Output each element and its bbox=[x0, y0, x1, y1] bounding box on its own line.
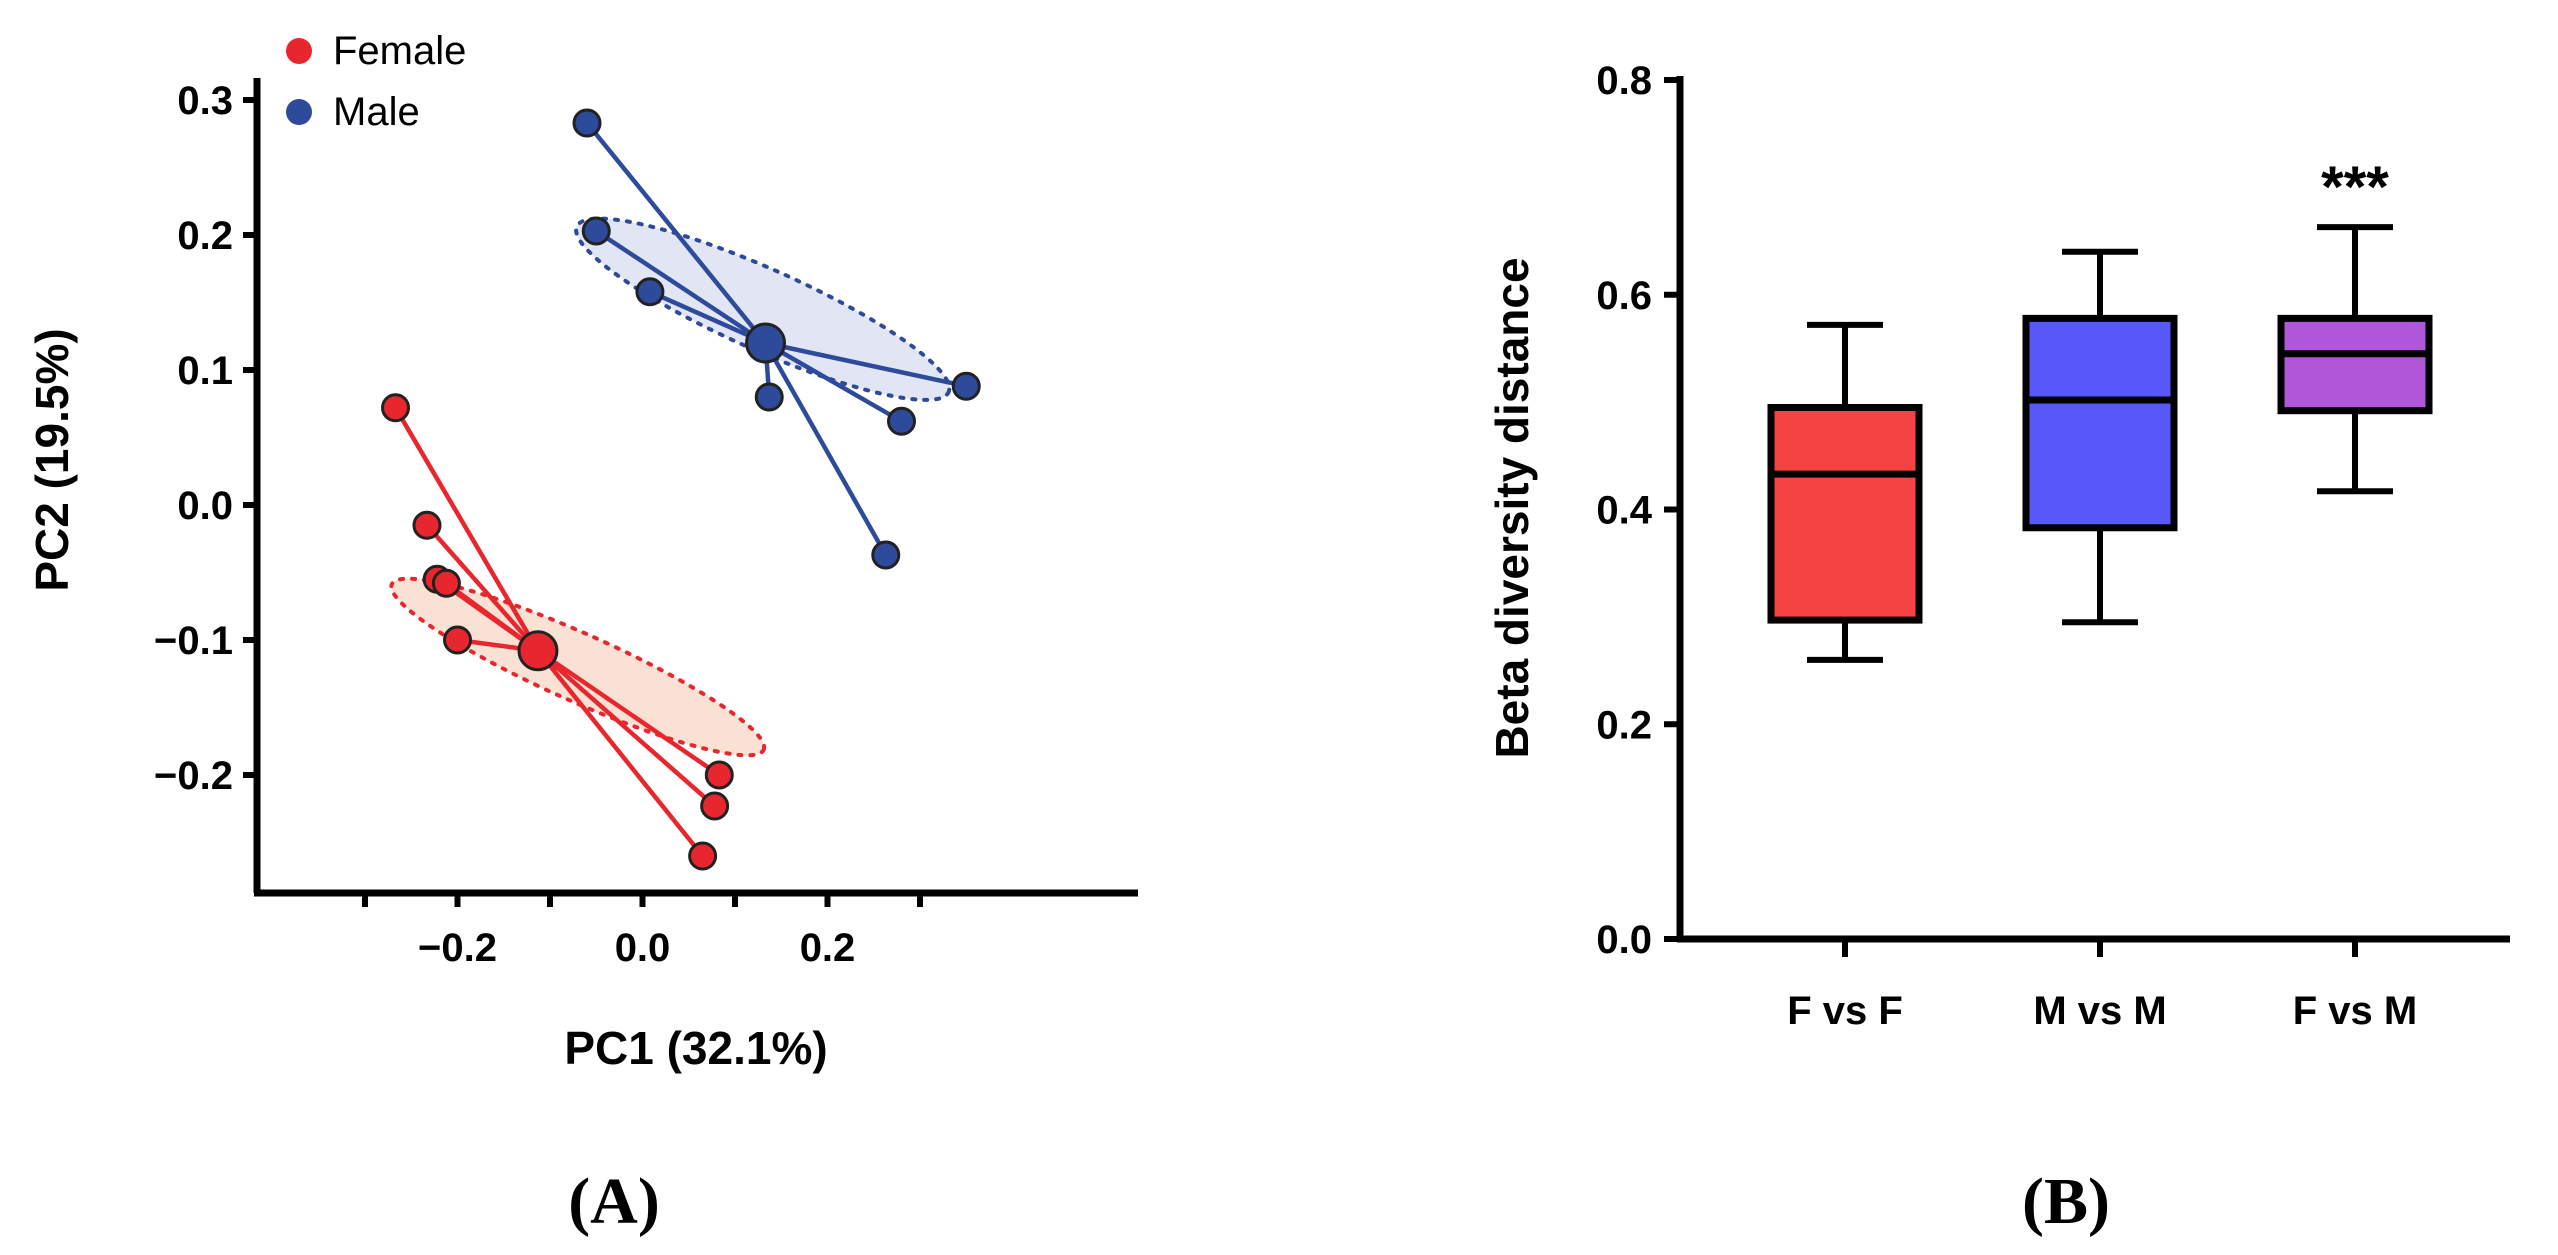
f-vs-m-significance-label: *** bbox=[2321, 155, 2389, 220]
sample-points bbox=[381, 108, 981, 871]
female-sample-point bbox=[700, 791, 730, 821]
panel-a-label: (A) bbox=[568, 1165, 660, 1238]
f-vs-m-iqr-box bbox=[2277, 314, 2433, 415]
female-sample-point bbox=[412, 510, 442, 540]
male-spoke-line bbox=[764, 341, 903, 424]
female-spoke-line bbox=[393, 406, 540, 652]
female-sample-point bbox=[704, 760, 734, 790]
pca-y-axis-label: PC2 (19.5%) bbox=[26, 328, 78, 591]
box-y-tick-label: 0.2 bbox=[1596, 703, 1652, 747]
male-spoke-line bbox=[595, 229, 767, 345]
box-y-tick-label: 0.4 bbox=[1596, 489, 1652, 533]
pca-y-tick-label: 0.3 bbox=[177, 79, 233, 123]
female-spoke-line bbox=[536, 649, 717, 808]
box-y-tick-label: 0.8 bbox=[1596, 59, 1652, 103]
male-sample-point bbox=[635, 277, 665, 307]
pca-y-tick-label: −0.1 bbox=[154, 619, 233, 663]
panel-b-label: (B) bbox=[2022, 1165, 2110, 1238]
boxplots: *** bbox=[1767, 155, 2433, 663]
male-confidence-ellipse bbox=[574, 216, 952, 402]
male-spoke-line bbox=[585, 121, 768, 345]
female-spoke-line bbox=[536, 649, 705, 858]
box-x-tick-label: F vs F bbox=[1787, 989, 1903, 1033]
female-spoke-line bbox=[425, 523, 540, 653]
male-sample-point bbox=[887, 406, 916, 436]
legend-female-label: Female bbox=[333, 29, 466, 73]
legend-male-marker bbox=[286, 99, 312, 125]
male-centroid-point bbox=[745, 322, 787, 364]
male-sample-point bbox=[754, 382, 784, 412]
confidence-ellipses bbox=[389, 216, 952, 758]
female-sample-point bbox=[688, 841, 718, 871]
beta-diversity-panel: *** 0.0 0.2 0.4 0.6 0.8 F vs F M vs M F vs M B… bbox=[1486, 59, 2510, 1238]
pca-x-tick-label: −0.2 bbox=[418, 926, 497, 970]
pca-y-ticks: −0.2 −0.1 0.0 0.1 0.2 0.3 bbox=[154, 79, 257, 798]
box-y-ticks: 0.0 0.2 0.4 0.6 0.8 bbox=[1596, 59, 1680, 962]
box-x-tick-label: F vs M bbox=[2293, 989, 2417, 1033]
legend-female-marker bbox=[286, 38, 312, 64]
male-sample-point bbox=[871, 540, 901, 570]
pca-y-tick-label: 0.2 bbox=[177, 214, 233, 258]
male-spoke-line bbox=[765, 340, 967, 389]
female-spoke-line bbox=[536, 648, 721, 777]
box-y-tick-label: 0.0 bbox=[1596, 918, 1652, 962]
pca-y-tick-label: 0.0 bbox=[177, 484, 233, 528]
pca-legend: Female Male bbox=[286, 29, 466, 134]
male-sample-point bbox=[951, 371, 981, 401]
pca-x-tick-label: 0.0 bbox=[615, 926, 671, 970]
pca-y-tick-label: −0.2 bbox=[154, 754, 233, 798]
pca-y-tick-label: 0.1 bbox=[177, 349, 233, 393]
centroid-spokes bbox=[393, 121, 967, 858]
f-vs-f-iqr-box bbox=[1767, 403, 1923, 624]
male-spoke-line bbox=[763, 341, 888, 557]
male-sample-point bbox=[581, 216, 611, 246]
female-sample-point bbox=[381, 393, 411, 423]
female-centroid-point bbox=[517, 630, 559, 672]
pca-panel: −0.2 −0.1 0.0 0.1 0.2 0.3 −0.2 0.0 0.2 PC1 (32.… bbox=[26, 29, 1138, 1238]
pca-x-ticks: −0.2 0.0 0.2 bbox=[362, 893, 923, 970]
female-sample-point bbox=[431, 568, 461, 598]
pca-x-axis-label: PC1 (32.1%) bbox=[564, 1022, 827, 1074]
female-confidence-ellipse bbox=[389, 576, 767, 758]
box-y-axis-label: Beta diversity distance bbox=[1486, 257, 1538, 758]
male-spoke-line bbox=[648, 289, 767, 346]
box-y-tick-label: 0.6 bbox=[1596, 274, 1652, 318]
m-vs-m-iqr-box bbox=[2022, 314, 2178, 532]
box-x-ticks: F vs F M vs M F vs M bbox=[1787, 939, 2417, 1033]
female-sample-point bbox=[443, 625, 472, 655]
legend-male-label: Male bbox=[333, 90, 420, 134]
pca-x-tick-label: 0.2 bbox=[800, 926, 856, 970]
box-x-tick-label: M vs M bbox=[2033, 989, 2166, 1033]
male-sample-point bbox=[572, 108, 602, 138]
group-centroids bbox=[517, 322, 787, 672]
